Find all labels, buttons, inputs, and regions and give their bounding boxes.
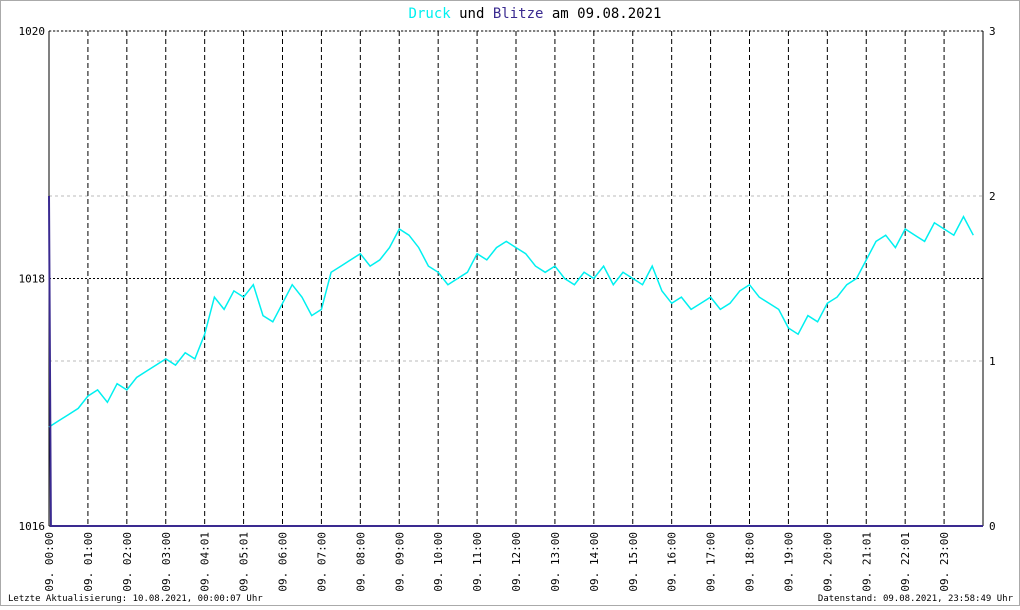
x-tick-label: 09. 16:00 <box>666 532 679 592</box>
x-tick-label: 09. 05:01 <box>238 532 251 592</box>
x-tick-label: 09. 17:00 <box>705 532 718 592</box>
y-tick-label: 1020 <box>19 25 46 38</box>
y-tick-label: 1016 <box>19 520 46 533</box>
title-join: und <box>459 6 484 22</box>
x-tick-label: 09. 01:00 <box>82 532 95 592</box>
x-tick-label: 09. 20:00 <box>821 532 834 592</box>
x-tick-label: 09. 19:00 <box>782 532 795 592</box>
x-tick-label: 09. 22:01 <box>899 532 912 592</box>
y2-tick-label: 3 <box>989 25 996 38</box>
x-tick-label: 09. 23:00 <box>938 532 951 592</box>
x-tick-label: 09. 21:01 <box>860 532 873 592</box>
y2-tick-label: 0 <box>989 520 996 533</box>
y2-tick-label: 1 <box>989 355 996 368</box>
chart-title: Druck und Blitze am 09.08.2021 <box>409 6 662 22</box>
title-date: am 09.08.2021 <box>552 6 662 22</box>
x-tick-label: 09. 13:00 <box>549 532 562 592</box>
x-tick-label: 09. 14:00 <box>588 532 601 592</box>
x-tick-label: 09. 06:00 <box>277 532 290 592</box>
x-tick-label: 09. 15:00 <box>627 532 640 592</box>
title-blitze: Blitze <box>493 6 544 22</box>
x-tick-label: 09. 18:00 <box>744 532 757 592</box>
x-tick-label: 09. 02:00 <box>121 532 134 592</box>
x-tick-label: 09. 08:00 <box>354 532 367 592</box>
footer-left: Letzte Aktualisierung: 10.08.2021, 00:00… <box>8 594 263 604</box>
x-tick-label: 09. 10:00 <box>432 532 445 592</box>
y-tick-label: 1018 <box>19 273 46 286</box>
x-tick-label: 09. 09:00 <box>393 532 406 592</box>
x-tick-label: 09. 07:00 <box>315 532 328 592</box>
x-tick-label: 09. 11:00 <box>471 532 484 592</box>
title-druck: Druck <box>409 6 452 22</box>
x-tick-label: 09. 00:00 <box>43 532 56 592</box>
footer-right: Datenstand: 09.08.2021, 23:58:49 Uhr <box>818 594 1014 604</box>
x-tick-label: 09. 03:00 <box>160 532 173 592</box>
x-tick-label: 09. 04:01 <box>199 532 212 592</box>
series-line <box>48 195 983 527</box>
x-tick-label: 09. 12:00 <box>510 532 523 592</box>
series-line <box>48 214 974 428</box>
y2-tick-label: 2 <box>989 190 996 203</box>
